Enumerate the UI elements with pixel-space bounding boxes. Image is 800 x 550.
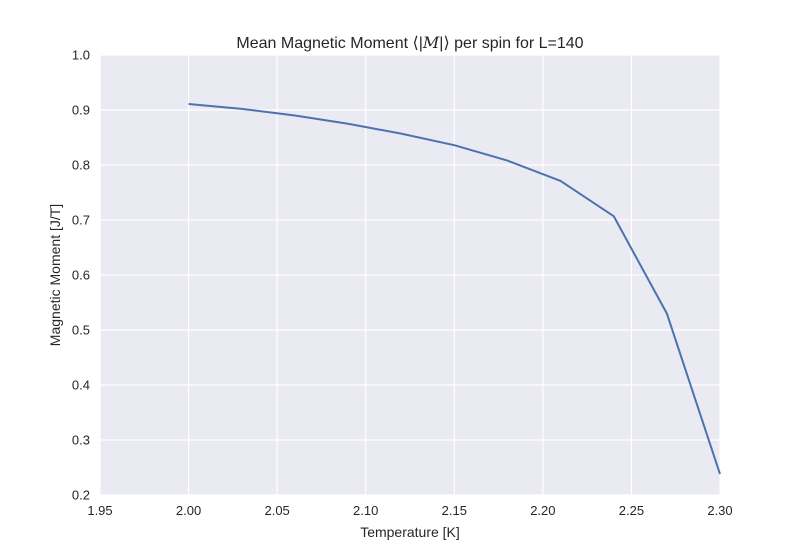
x-tick-labels: 1.95 2.00 2.05 2.10 2.15 2.20 2.25 2.30 xyxy=(87,503,732,518)
y-tick-label: 0.9 xyxy=(72,103,90,118)
x-tick-label: 2.00 xyxy=(176,503,201,518)
y-tick-label: 0.3 xyxy=(72,433,90,448)
chart-title-prefix: Mean Magnetic Moment xyxy=(236,35,408,52)
chart-title-math-open: ⟨| xyxy=(413,35,423,52)
chart-title-math-close: |⟩ xyxy=(439,35,449,52)
y-axis-label: Magnetic Moment [J/T] xyxy=(47,204,63,346)
series-line xyxy=(188,102,721,475)
x-tick-label: 2.10 xyxy=(353,503,378,518)
x-tick-label: 2.25 xyxy=(619,503,644,518)
y-tick-label: 0.7 xyxy=(72,213,90,228)
x-tick-label: 2.15 xyxy=(442,503,467,518)
y-tick-label: 0.4 xyxy=(72,378,90,393)
y-tick-label: 0.2 xyxy=(72,488,90,503)
series-layer xyxy=(188,102,721,475)
x-tick-label: 1.95 xyxy=(87,503,112,518)
y-tick-label: 0.8 xyxy=(72,158,90,173)
y-gridlines xyxy=(100,54,720,496)
chart-title-math-var: M xyxy=(422,33,440,52)
y-tick-label: 0.5 xyxy=(72,323,90,338)
x-tick-label: 2.20 xyxy=(530,503,555,518)
y-tick-label: 0.6 xyxy=(72,268,90,283)
y-tick-label: 1.0 xyxy=(72,48,90,63)
chart-title-suffix: per spin for L=140 xyxy=(454,35,584,52)
x-axis-label: Temperature [K] xyxy=(360,524,460,540)
x-tick-label: 2.30 xyxy=(707,503,732,518)
x-tick-label: 2.05 xyxy=(264,503,289,518)
y-tick-labels: 0.2 0.3 0.4 0.5 0.6 0.7 0.8 0.9 1.0 xyxy=(72,48,90,503)
chart-title: Mean Magnetic Moment ⟨|M|⟩ per spin for … xyxy=(236,33,583,52)
